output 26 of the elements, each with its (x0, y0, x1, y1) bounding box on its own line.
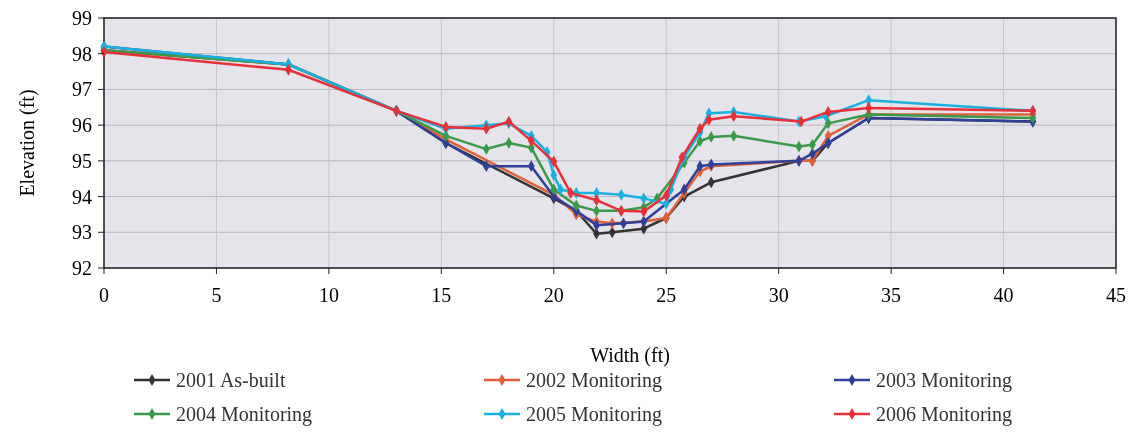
x-tick-label: 10 (318, 284, 339, 306)
y-axis-title: Elevation (ft) (16, 89, 39, 197)
y-tick-label: 97 (72, 78, 92, 101)
y-tick-label: 98 (72, 42, 92, 65)
y-tick-label: 93 (72, 221, 92, 244)
y-tick-label: 94 (72, 185, 92, 208)
y-tick-label: 99 (72, 7, 92, 29)
x-tick-label: 30 (768, 284, 789, 306)
y-tick-label: 92 (72, 257, 92, 279)
x-tick-label: 45 (1106, 284, 1126, 306)
legend-label: 2005 Monitoring (526, 403, 663, 426)
y-tick-label: 95 (72, 149, 92, 172)
x-tick-label: 15 (431, 284, 452, 306)
x-tick-label: 35 (881, 284, 902, 306)
x-tick-label: 20 (543, 284, 564, 306)
legend-label: 2006 Monitoring (876, 403, 1013, 426)
x-tick-label: 0 (99, 284, 109, 306)
y-tick-label: 96 (72, 114, 92, 137)
legend-label: 2003 Monitoring (876, 369, 1013, 392)
x-tick-label: 25 (656, 284, 677, 306)
legend-label: 2002 Monitoring (526, 369, 663, 392)
x-tick-label: 5 (211, 284, 222, 306)
legend-label: 2004 Monitoring (176, 403, 313, 426)
x-tick-label: 40 (993, 284, 1014, 306)
x-axis-title: Width (ft) (590, 344, 670, 367)
legend-label: 2001 As-built (176, 369, 286, 391)
